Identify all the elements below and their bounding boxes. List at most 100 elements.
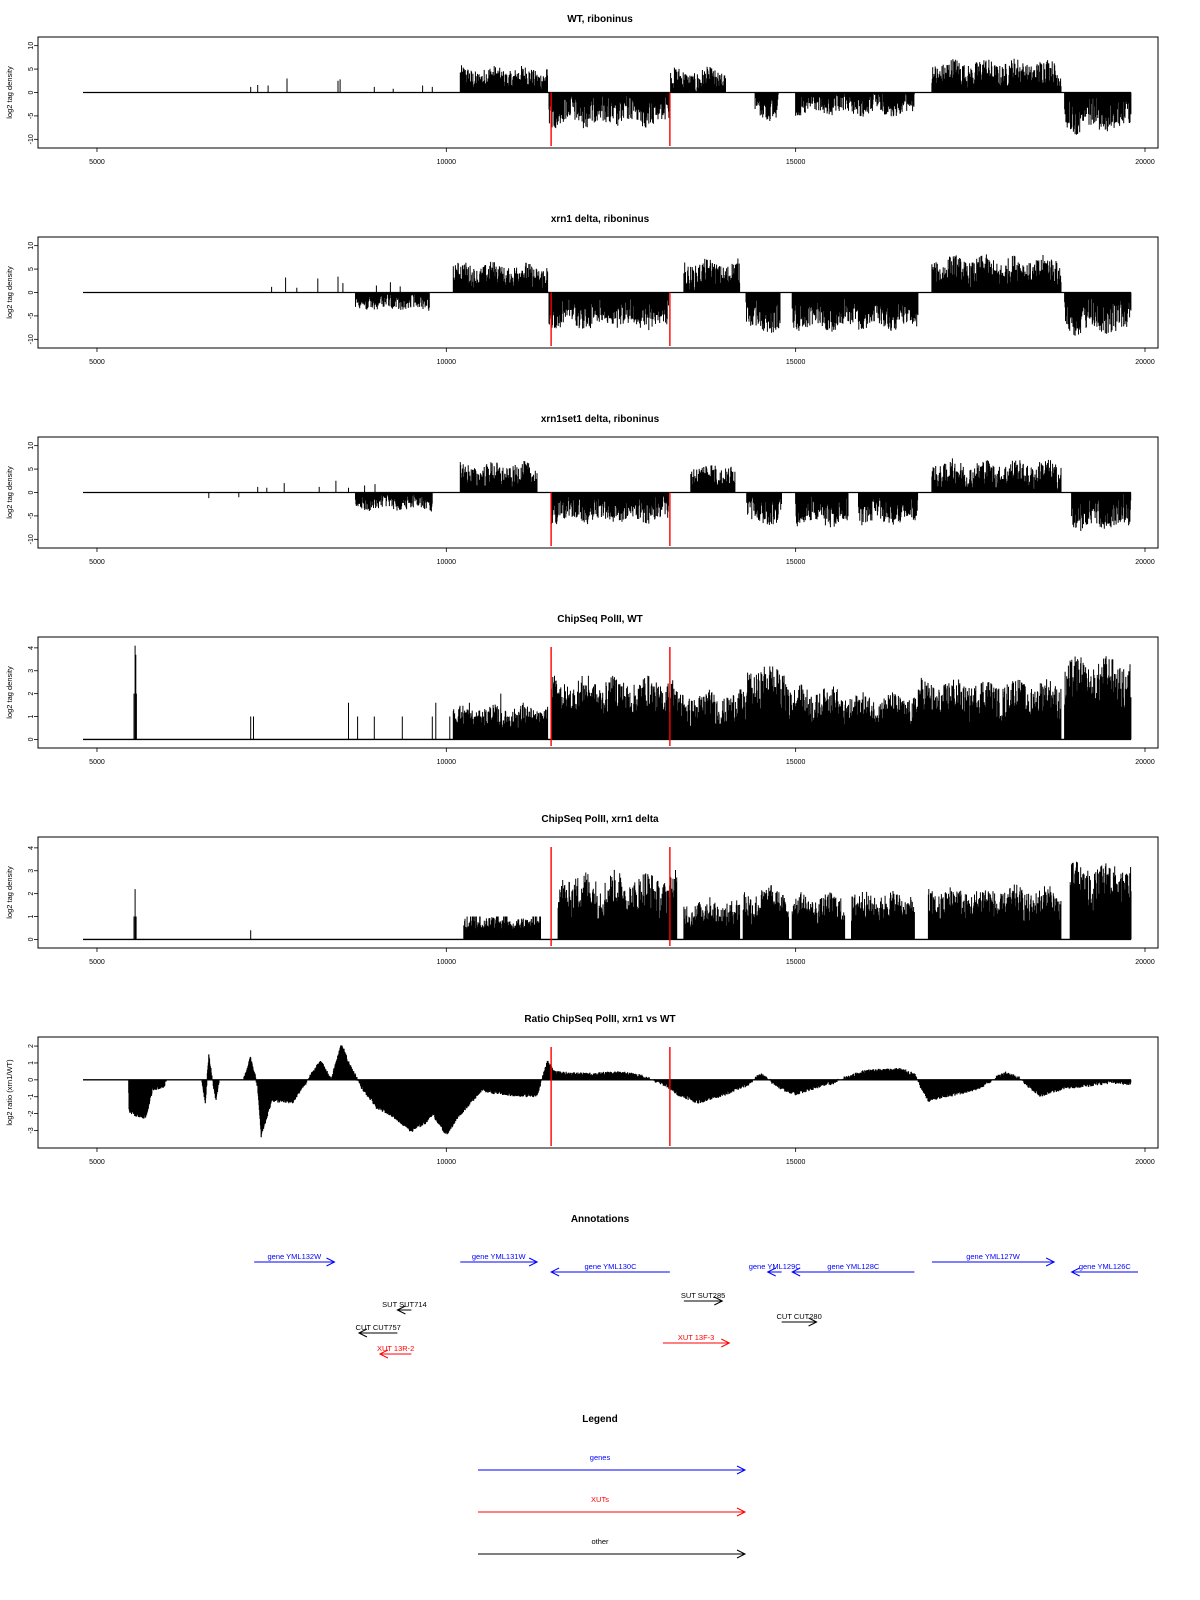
- data-series: [83, 458, 1132, 531]
- x-tick-label: 20000: [1135, 959, 1155, 966]
- y-tick-label: 5: [28, 267, 35, 271]
- annotation-feature: SUT SUT714: [382, 1300, 427, 1315]
- panel-1: WT, riboninus log2 tag density -10 -5 0 5 10 50…: [5, 14, 1159, 166]
- arrow-head: [1045, 1257, 1056, 1267]
- feature-arrow: [254, 1257, 336, 1267]
- x-axis: 5000 10000 15000 20000: [89, 348, 1155, 366]
- feature-label: gene YML132W: [268, 1252, 323, 1261]
- feature-arrow: [357, 1328, 398, 1338]
- y-tick-label: 2: [28, 692, 35, 696]
- y-tick-label: 10: [28, 242, 35, 250]
- y-axis-label: log2 tag density: [5, 866, 14, 919]
- annotation-feature: gene YML132W: [254, 1252, 336, 1267]
- panel-6: Ratio ChipSeq PolII, xrn1 vs WT log2 rati…: [5, 1014, 1159, 1166]
- y-axis-label: log2 tag density: [5, 666, 14, 719]
- y-tick-label: 10: [28, 442, 35, 450]
- y-tick-label: -10: [28, 534, 35, 544]
- feature-label: XUT 13R-2: [377, 1344, 414, 1353]
- x-tick-label: 20000: [1135, 559, 1155, 566]
- legend-panel: Legend genes XUTs other: [478, 1414, 747, 1559]
- x-tick-label: 5000: [89, 959, 105, 966]
- arrow-head: [791, 1267, 801, 1277]
- x-tick-label: 5000: [89, 1159, 105, 1166]
- annotation-feature: gene YML131W: [460, 1252, 539, 1267]
- annotation-feature: XUT 13R-2: [377, 1344, 414, 1359]
- annotation-feature: XUT 13F-3: [662, 1333, 731, 1348]
- signal-bars: [250, 58, 1132, 135]
- feature-arrow: [931, 1257, 1056, 1267]
- data-series: [83, 254, 1132, 336]
- arrow-head: [549, 1267, 560, 1277]
- x-tick-label: 10000: [437, 959, 457, 966]
- x-tick-label: 5000: [89, 359, 105, 366]
- arrow-head: [396, 1305, 406, 1315]
- y-axis-label: log2 tag density: [5, 66, 14, 119]
- chart-title: xrn1set1 delta, riboninus: [541, 414, 660, 425]
- annotations-title: Annotations: [571, 1214, 630, 1225]
- feature-arrow: [791, 1267, 915, 1277]
- feature-arrow: [781, 1317, 818, 1327]
- arrow-head: [736, 1549, 747, 1559]
- y-tick-label: -1: [28, 1094, 35, 1100]
- annotation-feature: gene YML126C: [1070, 1262, 1138, 1277]
- arrow-head: [528, 1257, 539, 1267]
- y-axis: 0 1 2 3 4: [28, 646, 38, 741]
- x-axis: 5000 10000 15000 20000: [89, 948, 1155, 966]
- feature-label: gene YML129C: [749, 1262, 802, 1271]
- legend-arrow: [478, 1465, 747, 1475]
- y-tick-label: 3: [28, 669, 35, 673]
- x-tick-label: 10000: [437, 1159, 457, 1166]
- y-axis: 0 1 2 3 4: [28, 846, 38, 941]
- data-series: [83, 58, 1132, 135]
- y-tick-label: 10: [28, 42, 35, 50]
- annotation-feature: gene YML127W: [931, 1252, 1056, 1267]
- ratio-profile: [128, 1045, 1132, 1138]
- feature-arrow: [1070, 1267, 1138, 1277]
- x-tick-label: 15000: [786, 759, 806, 766]
- feature-arrow: [396, 1305, 412, 1315]
- y-tick-label: 0: [28, 490, 35, 494]
- y-axis-label: log2 tag density: [5, 266, 14, 319]
- arrow-head: [378, 1349, 389, 1359]
- annotations-panel: Annotations gene YML132W gene YML131W gene …: [254, 1214, 1138, 1359]
- feature-label: SUT SUT285: [681, 1291, 725, 1300]
- x-axis: 5000 10000 15000 20000: [89, 548, 1155, 566]
- legend-arrow: [478, 1507, 747, 1517]
- feature-arrow: [683, 1296, 724, 1306]
- x-tick-label: 15000: [786, 559, 806, 566]
- feature-label: gene YML130C: [585, 1262, 638, 1271]
- y-tick-label: -10: [28, 334, 35, 344]
- annotation-feature: gene YML128C: [791, 1262, 915, 1277]
- x-tick-label: 10000: [437, 359, 457, 366]
- x-tick-label: 20000: [1135, 1159, 1155, 1166]
- y-tick-label: 1: [28, 914, 35, 918]
- y-axis: -10 -5 0 5 10: [28, 442, 38, 544]
- y-tick-label: 5: [28, 467, 35, 471]
- y-tick-label: 4: [28, 646, 35, 650]
- arrow-head: [808, 1317, 818, 1327]
- x-tick-label: 5000: [89, 159, 105, 166]
- x-tick-label: 10000: [437, 759, 457, 766]
- y-tick-label: 3: [28, 869, 35, 873]
- feature-arrow: [549, 1267, 670, 1277]
- chart-title: ChipSeq PolII, WT: [557, 614, 643, 625]
- legend-label: genes: [590, 1453, 611, 1462]
- arrow-head: [736, 1507, 747, 1517]
- y-axis-label: log2 ratio (xrn1/WT): [5, 1059, 14, 1126]
- plot-frame: [37, 1036, 1159, 1149]
- y-tick-label: 2: [28, 1044, 35, 1048]
- y-tick-label: 4: [28, 846, 35, 850]
- x-axis: 5000 10000 15000 20000: [89, 148, 1155, 166]
- y-tick-label: 0: [28, 290, 35, 294]
- x-axis: 5000 10000 15000 20000: [89, 748, 1155, 766]
- annotation-feature: CUT CUT280: [776, 1312, 822, 1327]
- arrow-head: [736, 1465, 747, 1475]
- annotation-feature: gene YML130C: [549, 1262, 670, 1277]
- legend-title: Legend: [582, 1414, 618, 1425]
- y-tick-label: 0: [28, 90, 35, 94]
- panel-5: ChipSeq PolII, xrn1 delta log2 tag densit…: [5, 814, 1159, 966]
- arrow-head: [326, 1257, 336, 1267]
- feature-label: CUT CUT757: [356, 1323, 401, 1332]
- annotation-feature: gene YML129C: [749, 1262, 802, 1277]
